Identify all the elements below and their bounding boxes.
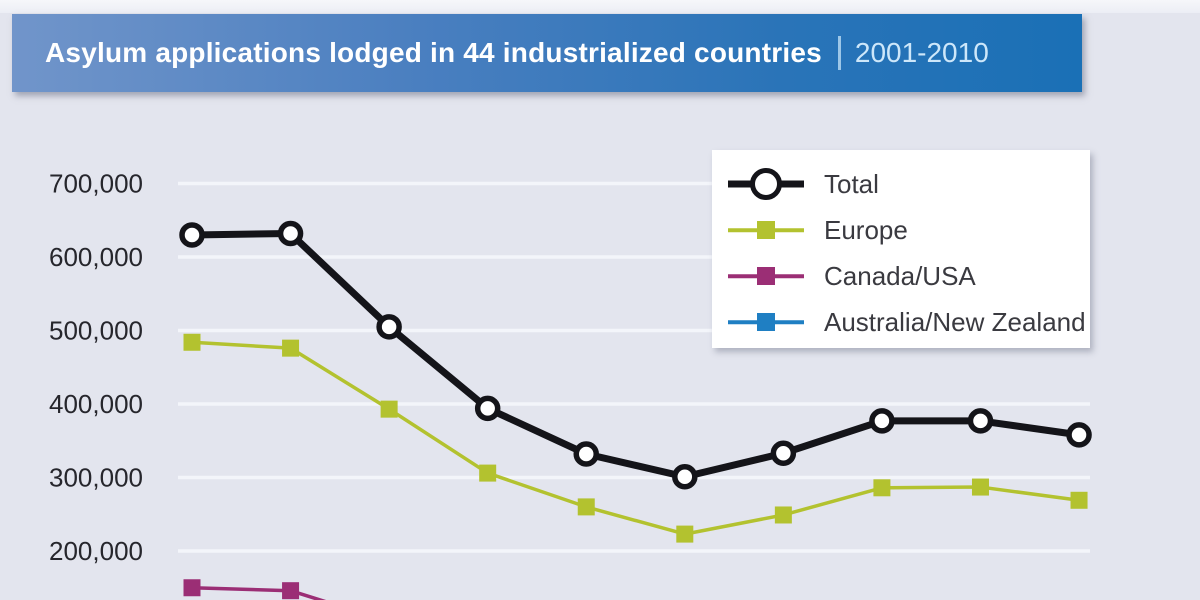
marker-total-icon <box>179 222 205 248</box>
legend-marker-europe-icon <box>728 216 804 244</box>
title-bar: Asylum applications lodged in 44 industr… <box>12 14 1082 92</box>
marker-total-icon <box>967 408 994 434</box>
marker-europe-icon <box>380 400 398 418</box>
legend-label-australia-new-zealand: Australia/New Zealand <box>824 306 1086 337</box>
y-tick-label: 500,000 <box>49 316 143 346</box>
top-strip <box>0 0 1200 13</box>
marker-europe-icon <box>873 479 891 497</box>
marker-total-icon <box>573 441 599 467</box>
marker-europe-icon <box>676 525 694 543</box>
marker-canada-usa-icon <box>183 579 201 597</box>
legend-marker-canada-usa-icon <box>728 262 804 290</box>
marker-total-icon <box>869 408 895 434</box>
chart-title: Asylum applications lodged in 44 industr… <box>45 37 822 68</box>
y-tick-label: 600,000 <box>49 242 143 272</box>
marker-total-icon <box>277 220 304 247</box>
legend-label-canada-usa: Canada/USA <box>824 260 976 291</box>
legend-item-europe: Europe <box>728 207 1090 253</box>
marker-europe-icon <box>479 464 497 482</box>
legend-item-australia-new-zealand: Australia/New Zealand <box>728 299 1090 345</box>
marker-europe-icon <box>1070 491 1088 509</box>
legend: Total Europe Canada/USA Australia/New Zeala… <box>712 150 1090 348</box>
legend-label-europe: Europe <box>824 214 908 245</box>
legend-item-total: Total <box>728 161 1090 207</box>
y-tick-label: 700,000 <box>49 169 143 199</box>
legend-item-canada-usa: Canada/USA <box>728 253 1090 299</box>
series-line-total <box>188 229 1083 481</box>
legend-marker-total-icon <box>728 168 804 200</box>
marker-europe-icon <box>774 506 792 524</box>
title-divider-icon <box>837 36 841 70</box>
y-tick-label: 200,000 <box>49 536 143 566</box>
marker-total-icon <box>770 440 797 466</box>
chart-period: 2001-2010 <box>854 37 989 68</box>
y-tick-label: 300,000 <box>49 463 143 493</box>
y-tick-label: 400,000 <box>49 389 143 419</box>
marker-total-icon <box>474 395 501 422</box>
marker-europe-icon <box>282 339 300 357</box>
marker-canada-usa-icon <box>282 582 300 600</box>
legend-marker-australia-new-zealand-icon <box>728 308 804 336</box>
marker-total-icon <box>1066 422 1092 448</box>
marker-europe-icon <box>183 333 201 351</box>
legend-label-total: Total <box>824 168 879 199</box>
marker-europe-icon <box>577 498 595 516</box>
marker-total-icon <box>672 464 698 490</box>
marker-europe-icon <box>971 478 989 496</box>
marker-total-icon <box>376 314 402 340</box>
series-line-europe <box>190 340 1081 536</box>
